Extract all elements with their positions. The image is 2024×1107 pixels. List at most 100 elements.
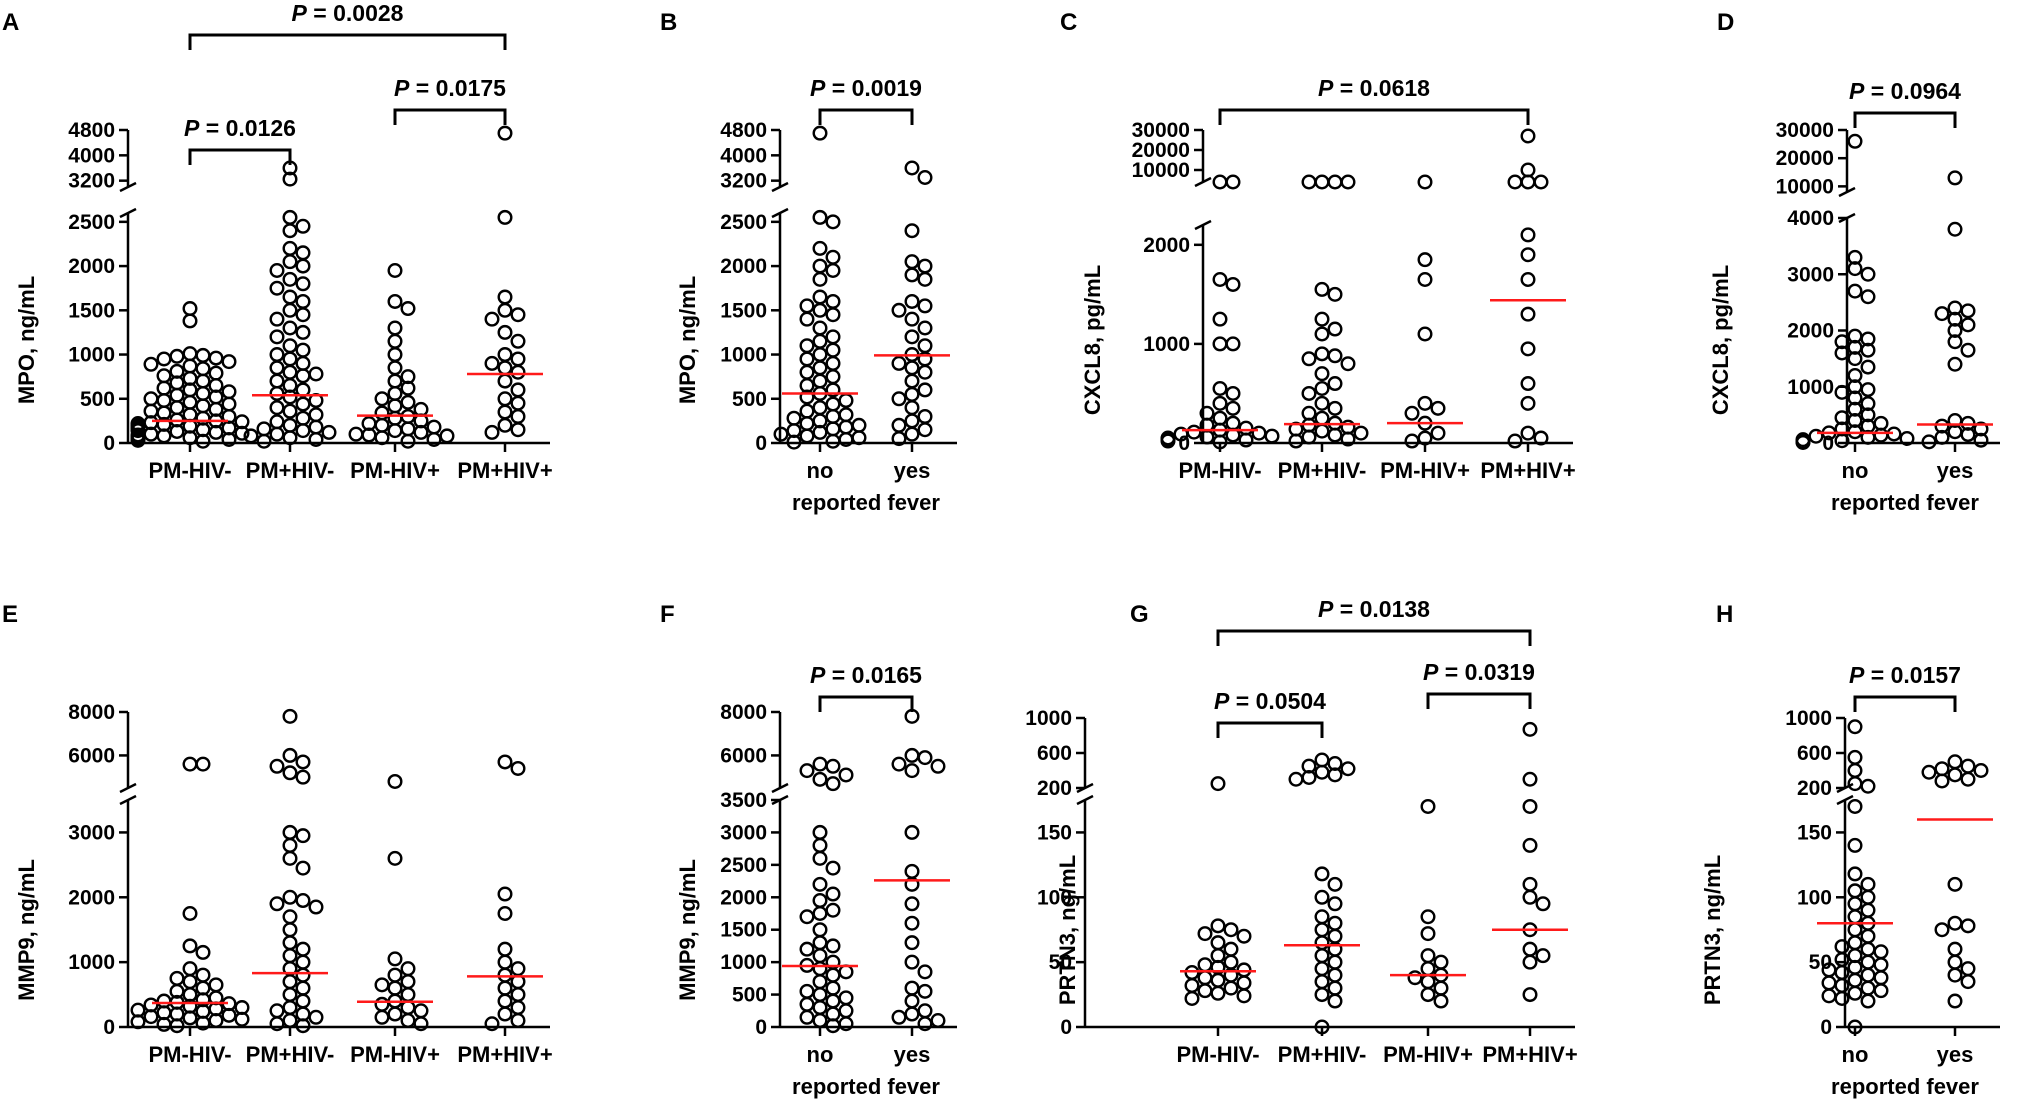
- data-point: [1314, 423, 1330, 439]
- data-point: [510, 395, 526, 411]
- data-point: [1947, 767, 1963, 783]
- data-point: [838, 407, 854, 423]
- data-point: [295, 980, 311, 996]
- data-point: [825, 1018, 841, 1034]
- data-point: [825, 408, 841, 424]
- y-tick-label: 8000: [720, 701, 767, 724]
- comparison-bracket: [1853, 695, 1957, 712]
- x-axis-title: reported fever: [1831, 1074, 1979, 1099]
- data-point: [1288, 433, 1304, 449]
- y-tick-label: 0: [103, 432, 115, 455]
- data-point: [269, 280, 285, 296]
- data-point: [1860, 778, 1876, 794]
- data-point: [1433, 980, 1449, 996]
- data-point: [812, 893, 828, 909]
- data-point: [1834, 977, 1850, 993]
- data-point: [497, 886, 513, 902]
- comparison-bracket: [393, 108, 507, 125]
- data-point: [269, 1016, 285, 1032]
- data-point: [1197, 970, 1213, 986]
- data-point: [510, 382, 526, 398]
- comparison-bracket: [818, 108, 914, 125]
- data-point: [256, 433, 272, 449]
- y-tick-label: 3200: [720, 170, 767, 193]
- data-point: [1520, 247, 1536, 263]
- data-point: [387, 373, 403, 389]
- data-point: [295, 941, 311, 957]
- data-point: [1873, 944, 1889, 960]
- data-point: [1947, 941, 1963, 957]
- data-point: [1960, 303, 1976, 319]
- data-point: [812, 771, 828, 787]
- data-point: [282, 824, 298, 840]
- y-tick-label: 500: [80, 388, 115, 411]
- data-point: [308, 407, 324, 423]
- data-point: [1210, 776, 1226, 792]
- y-tick-label: 4800: [68, 119, 115, 142]
- data-point: [208, 424, 224, 440]
- data-point: [1960, 342, 1976, 358]
- data-point: [497, 209, 513, 225]
- data-point: [497, 302, 513, 318]
- data-point: [930, 1013, 946, 1029]
- data-point: [295, 324, 311, 340]
- data-point: [825, 980, 841, 996]
- data-point: [1223, 980, 1239, 996]
- data-point: [812, 373, 828, 389]
- data-point: [1834, 334, 1850, 350]
- data-point: [812, 876, 828, 892]
- data-point: [400, 974, 416, 990]
- data-point: [497, 967, 513, 983]
- data-point: [1212, 311, 1228, 327]
- data-point: [825, 758, 841, 774]
- data-point: [195, 1015, 211, 1031]
- data-point: [904, 413, 920, 429]
- data-point: [1834, 384, 1850, 400]
- data-point: [1947, 323, 1963, 339]
- data-point: [130, 423, 146, 439]
- data-point: [1314, 311, 1330, 327]
- data-point: [182, 430, 198, 446]
- y-tick-label: 0: [755, 1016, 767, 1039]
- data-point: [1847, 1019, 1863, 1035]
- data-point: [1210, 985, 1226, 1001]
- data-point: [812, 1013, 828, 1029]
- data-point: [1507, 433, 1523, 449]
- data-point: [1960, 771, 1976, 787]
- data-point: [1860, 954, 1876, 970]
- data-point: [904, 763, 920, 779]
- data-point: [269, 311, 285, 327]
- data-point: [1934, 418, 1950, 434]
- y-tick-label: 2500: [68, 211, 115, 234]
- y-tick-label: 0: [755, 432, 767, 455]
- data-point: [497, 906, 513, 922]
- y-tick-label: 20000: [1776, 147, 1834, 170]
- y-tick-label: 6000: [720, 744, 767, 767]
- x-tick-label: PM-HIV-: [148, 458, 231, 483]
- data-point: [374, 977, 390, 993]
- data-point: [1301, 429, 1317, 445]
- data-point: [1314, 326, 1330, 342]
- data-point: [917, 1003, 933, 1019]
- data-point: [426, 431, 442, 447]
- data-point: [786, 410, 802, 426]
- data-point: [169, 387, 185, 403]
- data-point: [1899, 431, 1915, 447]
- data-point: [387, 333, 403, 349]
- data-point: [812, 347, 828, 363]
- data-point: [1417, 174, 1433, 190]
- data-point: [1301, 758, 1317, 774]
- data-point: [1973, 432, 1989, 448]
- y-axis-title: MPO, ng/mL: [675, 276, 700, 404]
- y-tick-label: 3000: [1787, 263, 1834, 286]
- data-point: [904, 863, 920, 879]
- data-point: [825, 776, 841, 792]
- data-point: [1821, 975, 1837, 991]
- data-point: [1860, 382, 1876, 398]
- data-point: [917, 983, 933, 999]
- panel-letter: E: [2, 601, 18, 628]
- y-tick-label: 3000: [720, 821, 767, 844]
- x-tick-label: no: [807, 1042, 834, 1067]
- data-point: [130, 432, 146, 448]
- data-point: [1934, 429, 1950, 445]
